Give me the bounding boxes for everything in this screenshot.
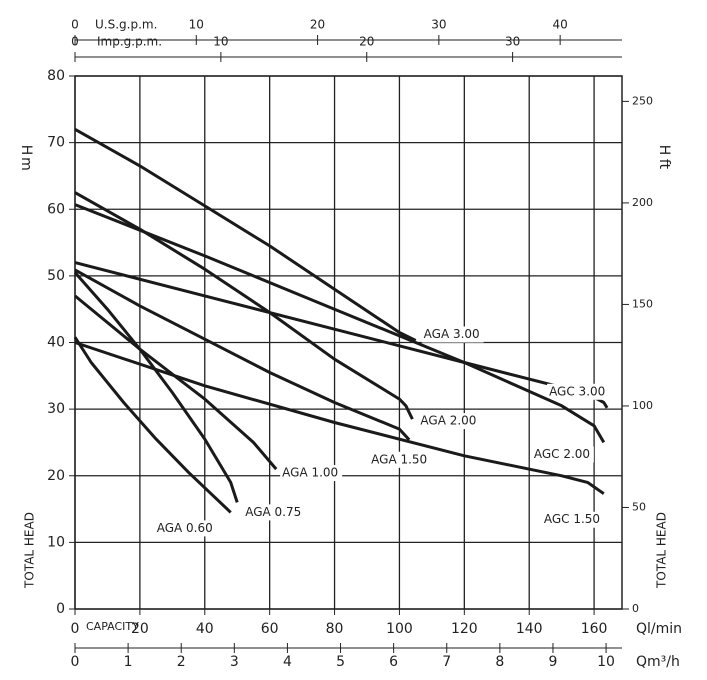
curve	[73, 336, 232, 514]
curve	[74, 261, 609, 409]
curve	[74, 294, 278, 471]
top-axis-label: Imp.g.p.m.	[97, 35, 162, 49]
y2-tick-label: 0	[632, 602, 639, 615]
y2-tick-label: 100	[632, 399, 653, 412]
side-label: TOTAL HEAD	[655, 512, 669, 589]
side-label: TOTAL HEAD	[23, 512, 37, 589]
y-tick-label: 10	[47, 534, 65, 550]
curve-label: AGC 3.00	[549, 384, 605, 398]
x2-tick-label: 9	[549, 654, 558, 670]
top-tick-label: 40	[553, 18, 568, 32]
top-tick-label: 30	[431, 18, 446, 32]
y-label: H	[18, 145, 34, 156]
x2-tick-label: 6	[389, 654, 398, 670]
x-tick-label: 140	[516, 621, 543, 637]
x-tick-label: 160	[581, 621, 608, 637]
x-tick-label: 120	[451, 621, 478, 637]
top-tick-label: 0	[71, 18, 79, 32]
curve-label: AGA 0.75	[245, 505, 301, 519]
top-tick-label: 20	[359, 35, 374, 49]
top-tick-label: 10	[189, 18, 204, 32]
curve	[74, 268, 411, 441]
curve-label-bg	[531, 446, 594, 463]
top-tick-label: 30	[505, 35, 520, 49]
y-tick-label: 70	[47, 135, 65, 151]
y2-label: H	[656, 145, 672, 156]
x-tick-label: 40	[196, 621, 214, 637]
top-axis-label: U.S.g.p.m.	[95, 18, 157, 32]
top-tick-label: 10	[213, 35, 228, 49]
y2-tick-label: 250	[632, 94, 653, 107]
y-tick-label: 0	[56, 601, 65, 617]
top-tick-label: 20	[310, 18, 325, 32]
curve	[73, 271, 239, 503]
y-tick-label: 20	[47, 468, 65, 484]
x2-tick-label: 0	[71, 654, 80, 670]
x2-tick-label: 1	[124, 654, 133, 670]
x-tick-label: 100	[386, 621, 413, 637]
x2-tick-label: 4	[283, 654, 292, 670]
y-tick-label: 80	[47, 68, 65, 84]
x-label-2: CAPACITY	[86, 620, 139, 633]
x2-tick-label: 3	[230, 654, 239, 670]
x-tick-label: 20	[131, 621, 149, 637]
y-tick-label: 40	[47, 335, 65, 351]
curve-label: AGA 1.00	[282, 466, 338, 480]
curve-label: AGC 1.50	[544, 512, 600, 526]
curve-label-bg	[243, 504, 306, 521]
curve-label: AGA 3.00	[424, 327, 480, 341]
x-tick-label: 0	[71, 621, 80, 637]
curve-label-bg	[418, 413, 481, 430]
curve-label: AGA 1.50	[371, 452, 427, 466]
y2-tick-label: 200	[632, 196, 653, 209]
y-tick-label: 30	[47, 401, 65, 417]
curve-label-bg	[541, 511, 604, 528]
y-unit: m	[18, 157, 34, 171]
curve	[74, 203, 606, 444]
y-tick-label: 50	[47, 268, 65, 284]
x2-tick-label: 7	[442, 654, 451, 670]
curve-label-bg	[421, 326, 484, 343]
curve-label-bg	[280, 465, 343, 482]
x2-tick-label: 2	[177, 654, 186, 670]
curve-label: AGA 2.00	[420, 414, 476, 428]
y2-tick-label: 150	[632, 297, 653, 310]
x-tick-label: 60	[261, 621, 279, 637]
x2-tick-label: 5	[336, 654, 345, 670]
curve-label: AGC 2.00	[534, 447, 590, 461]
x-tick-label: 80	[326, 621, 344, 637]
curve	[74, 341, 605, 495]
x-label: Ql/min	[636, 621, 682, 637]
top-tick-label: 0	[71, 35, 79, 49]
curve-label: AGA 0.60	[157, 521, 213, 535]
x2-label: Qm³/h	[636, 654, 680, 670]
curve-label-bg	[547, 383, 610, 400]
x2-tick-label: 8	[495, 654, 504, 670]
curve	[74, 127, 417, 342]
y-tick-label: 60	[47, 201, 65, 217]
curve-label-bg	[154, 520, 217, 537]
x2-tick-label: 10	[597, 654, 615, 670]
curve-label-bg	[369, 451, 432, 468]
y2-unit: ft	[656, 159, 672, 170]
y2-tick-label: 50	[632, 500, 646, 513]
